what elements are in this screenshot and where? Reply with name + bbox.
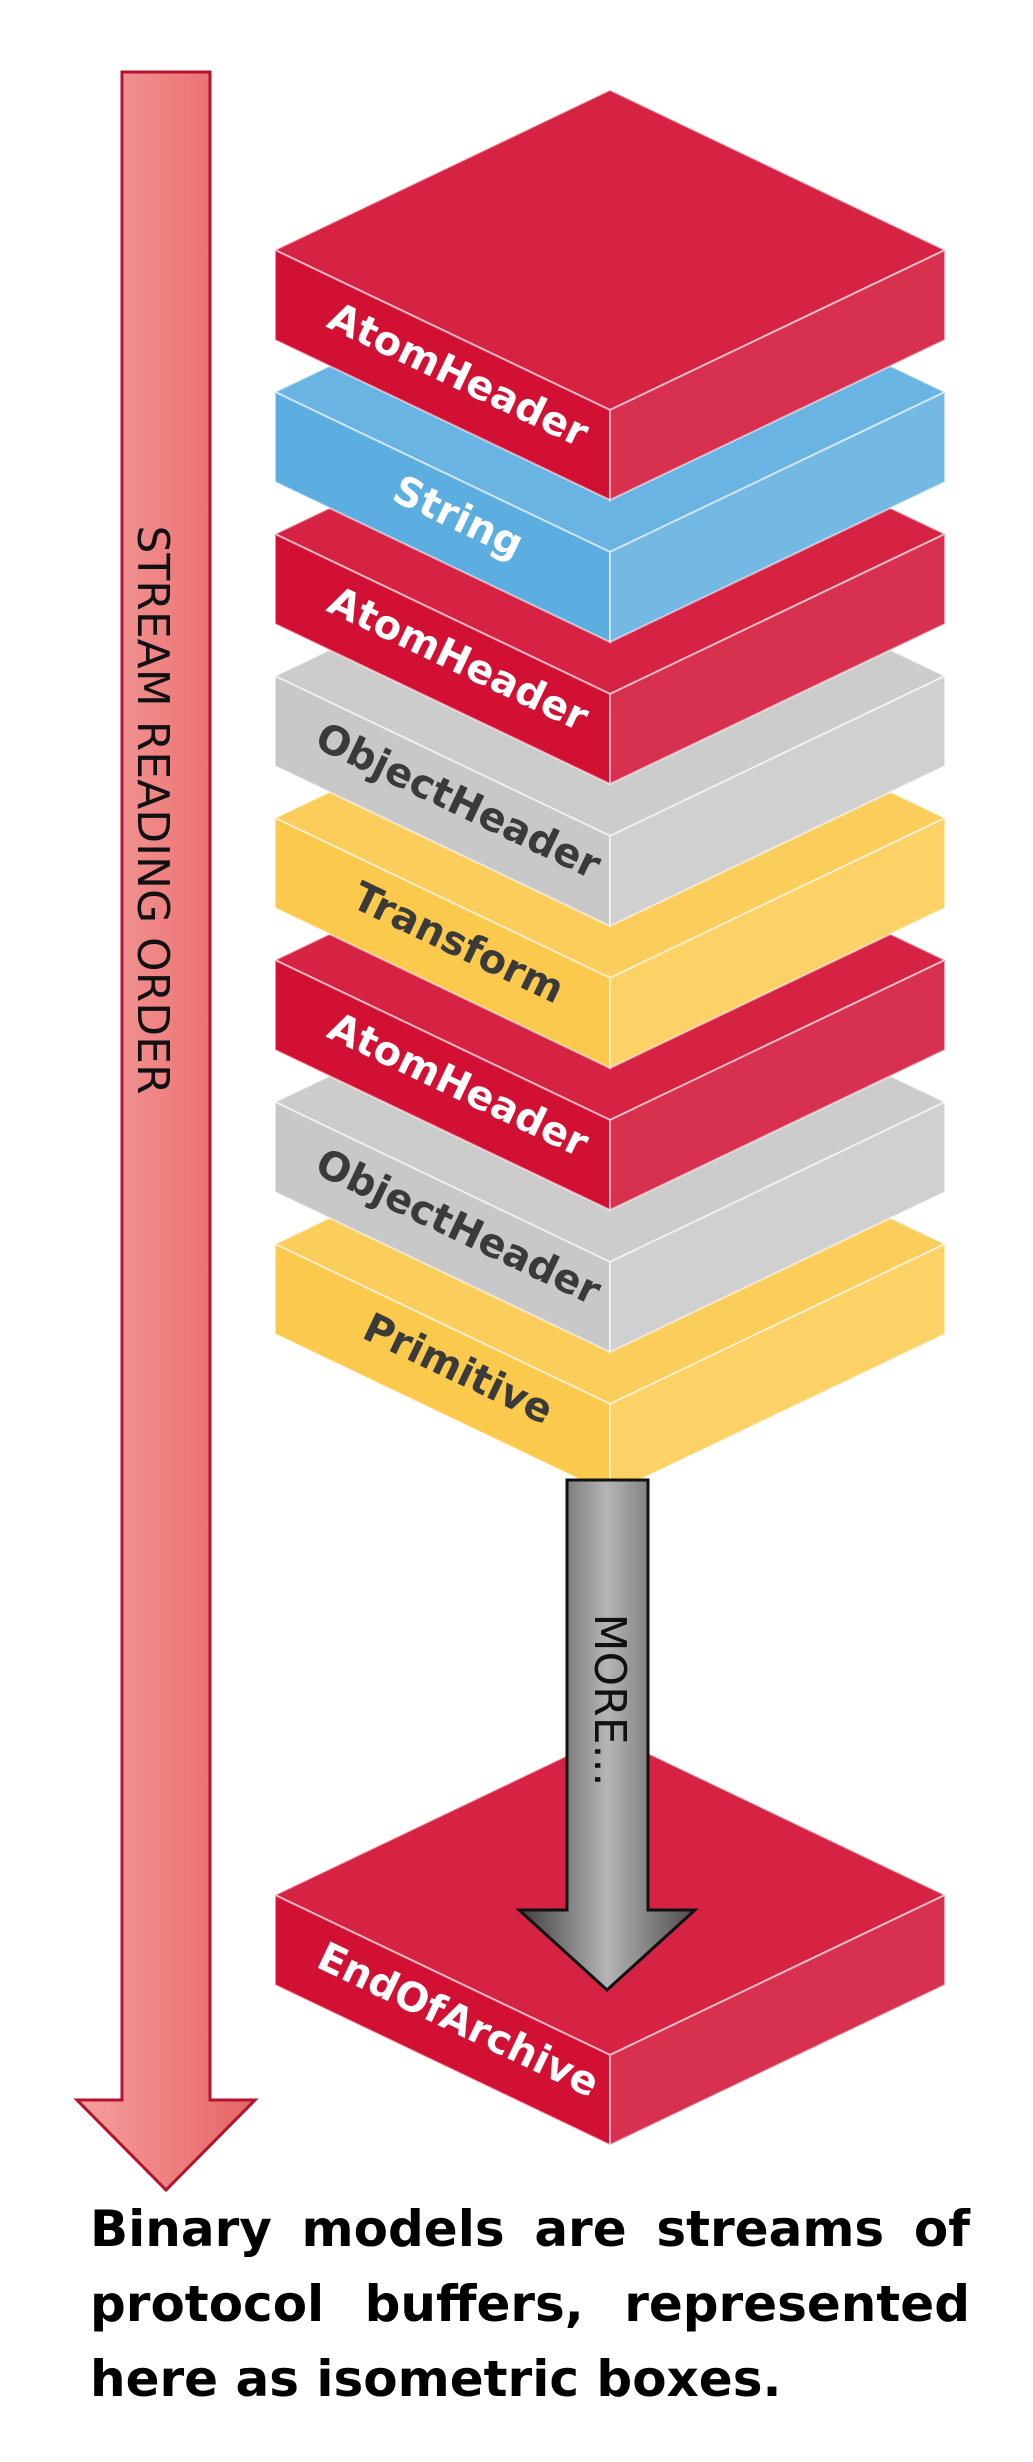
- box-right-face: [609, 1893, 946, 2147]
- stream-reading-order-label: STREAM READING ORDER: [127, 525, 178, 1094]
- box-right-face: [609, 390, 946, 644]
- more-label: MORE...: [584, 1614, 635, 1787]
- stream-reading-order-arrow: [73, 70, 259, 2193]
- box-right-face: [609, 1100, 946, 1354]
- box-right-face: [609, 532, 946, 786]
- box-right-face: [609, 674, 946, 928]
- box-right-face: [609, 248, 946, 502]
- end-of-archive-box: EndOfArchive: [272, 1733, 948, 2147]
- box-right-face: [609, 1242, 946, 1496]
- more-arrow: [515, 1478, 699, 1993]
- caption: Binary models are streams of protocol bu…: [90, 2200, 970, 2408]
- stack-layer-0: AtomHeader: [272, 88, 948, 502]
- box-right-face: [609, 816, 946, 1070]
- box-right-face: [609, 958, 946, 1212]
